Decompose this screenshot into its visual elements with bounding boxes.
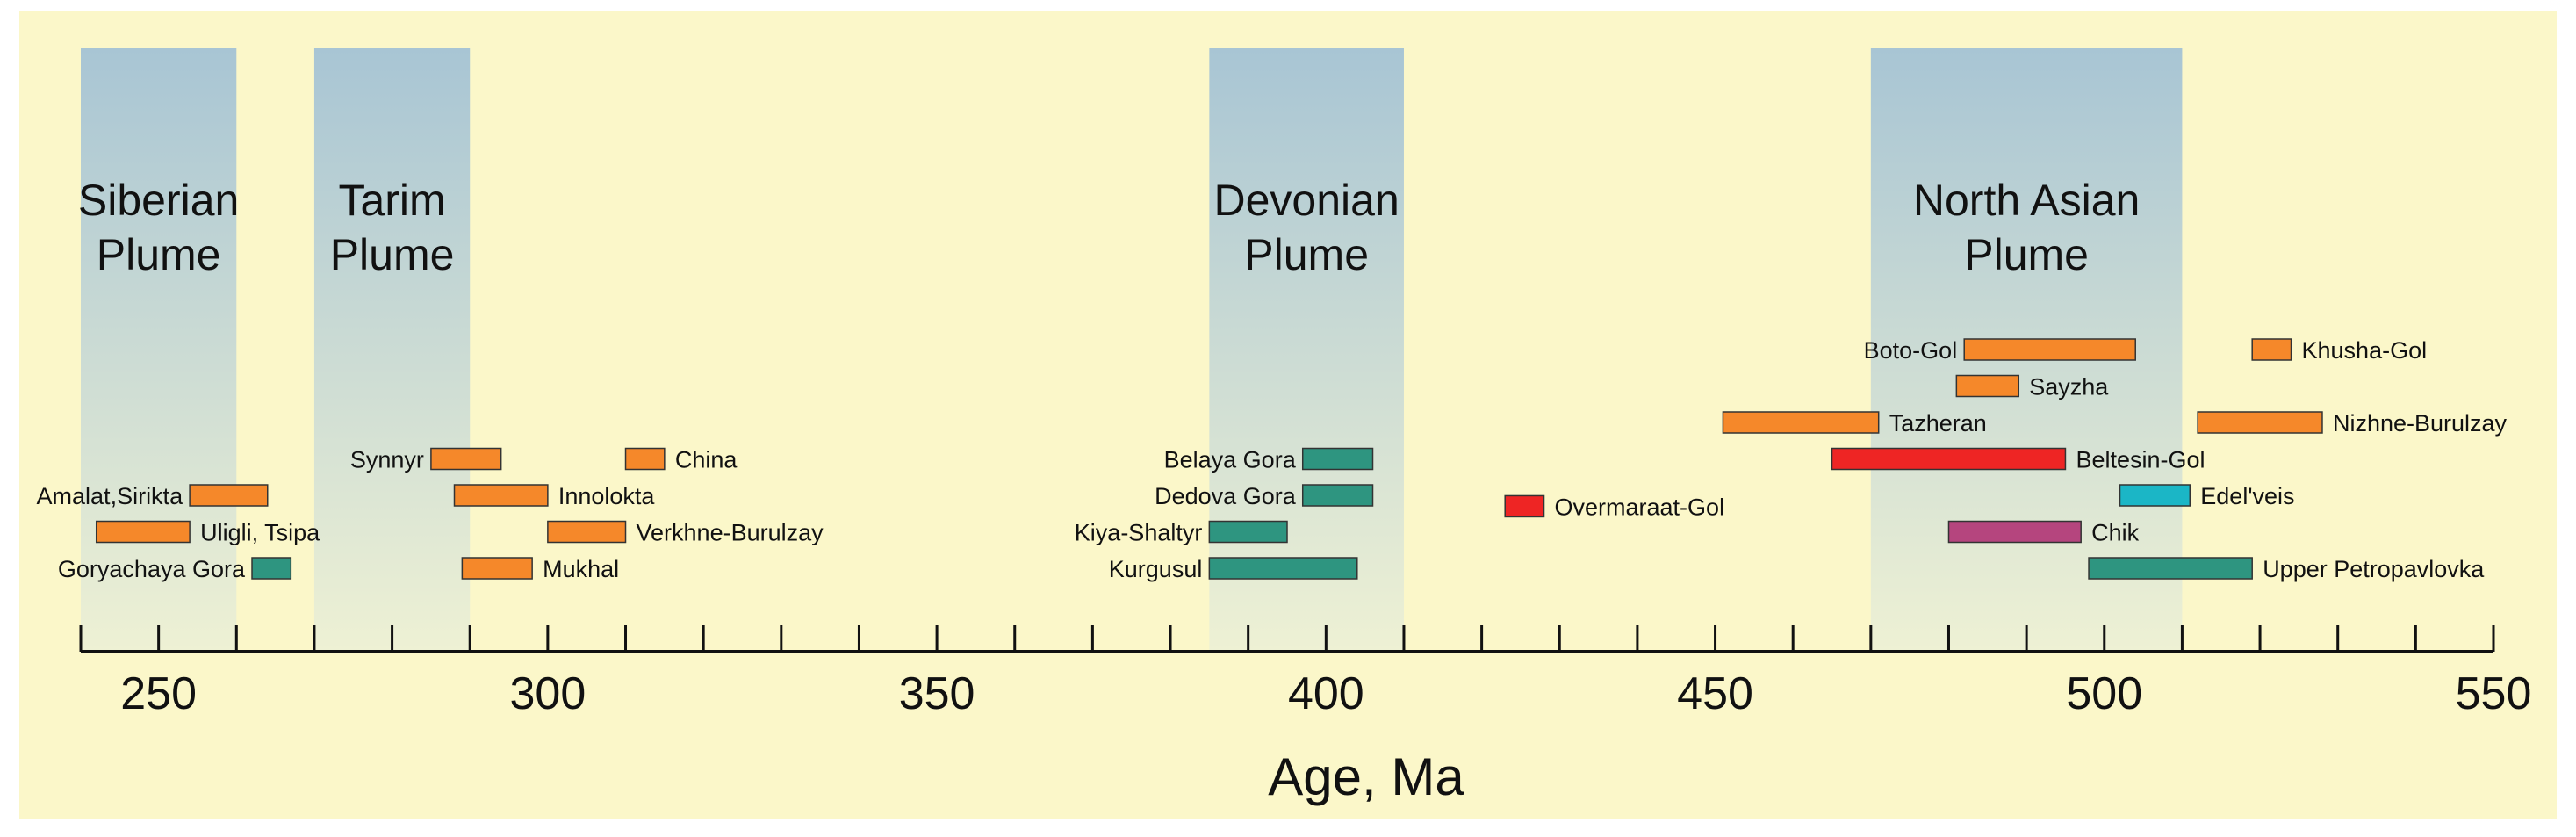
bar-label: Verkhne-Burulzay: [637, 520, 824, 546]
age-bars: Amalat,Sirikta Uligli, Tsipa Goryachaya Go…: [37, 337, 2508, 582]
age-bar: [624, 447, 666, 471]
x-tick-label: 400: [1288, 668, 1364, 719]
bar-label: Kiya-Shaltyr: [1075, 520, 1203, 546]
age-bar: [1208, 557, 1358, 580]
plume-label: Siberian: [78, 176, 239, 225]
x-axis: 250 300 350 400 450 500 550: [79, 625, 2532, 719]
age-bar: [1208, 520, 1288, 544]
bar-label: China: [675, 447, 738, 473]
age-bar: [1955, 374, 2020, 398]
age-bar: [453, 484, 549, 507]
bar-label: Nizhne-Burulzay: [2333, 410, 2508, 437]
bar-label: Goryachaya Gora: [58, 556, 246, 582]
age-bar: [547, 520, 627, 544]
plume-band: [313, 48, 471, 652]
bar-label: Boto-Gol: [1864, 337, 1958, 364]
plume-label: Plume: [97, 230, 221, 279]
age-bar: [1301, 484, 1374, 507]
x-tick-label: 350: [899, 668, 975, 719]
age-bar: [430, 447, 502, 471]
age-bar: [1504, 494, 1545, 518]
plume-label: Plume: [1964, 230, 2089, 279]
x-tick-label: 500: [2066, 668, 2142, 719]
bar-label: Edel'veis: [2200, 483, 2294, 509]
age-bar: [1722, 411, 1880, 434]
plume-bands: Siberian Plume Tarim Plume Devonian Plume Nort…: [78, 48, 2183, 652]
age-bar: [251, 557, 292, 580]
age-bar: [2197, 411, 2323, 434]
bar-label: Dedova Gora: [1155, 483, 1297, 509]
plume-label: Plume: [1244, 230, 1369, 279]
x-tick-label: 300: [509, 668, 586, 719]
bar-label: Synnyr: [350, 447, 424, 473]
bar-label: Innolokta: [558, 483, 656, 509]
bar-label: Khusha-Gol: [2302, 337, 2428, 364]
age-bar: [2088, 557, 2253, 580]
age-bar: [461, 557, 533, 580]
bar-label: Belaya Gora: [1164, 447, 1297, 473]
x-tick-label: 450: [1677, 668, 1753, 719]
age-bar: [95, 520, 191, 544]
plume-label: Plume: [330, 230, 455, 279]
bar-label: Chik: [2091, 520, 2140, 546]
plume-band: [81, 48, 237, 652]
bar-label: Sayzha: [2029, 374, 2109, 400]
age-bar: [1301, 447, 1374, 471]
age-bar: [1831, 447, 2067, 471]
plume-label: Devonian: [1214, 176, 1400, 225]
age-bar: [2119, 484, 2191, 507]
bar-label: Upper Petropavlovka: [2263, 556, 2485, 582]
age-bar: [2251, 338, 2292, 361]
bar-label: Uligli, Tsipa: [200, 520, 320, 546]
bar-label: Beltesin-Gol: [2076, 447, 2205, 473]
age-bar: [1947, 520, 2082, 544]
age-bar: [1963, 338, 2136, 361]
age-bar: [189, 484, 269, 507]
x-tick-label: 550: [2456, 668, 2532, 719]
bar-label: Tazheran: [1889, 410, 1987, 437]
bar-label: Overmaraat-Gol: [1555, 494, 1725, 520]
plume-label: Tarim: [338, 176, 445, 225]
bar-label: Amalat,Sirikta: [37, 483, 184, 509]
bar-label: Mukhal: [543, 556, 619, 582]
x-tick-label: 250: [120, 668, 197, 719]
plume-label: North Asian: [1913, 176, 2140, 225]
bar-label: Kurgusul: [1109, 556, 1203, 582]
x-axis-title: Age, Ma: [1268, 747, 1464, 806]
plume-band: [1209, 48, 1404, 652]
